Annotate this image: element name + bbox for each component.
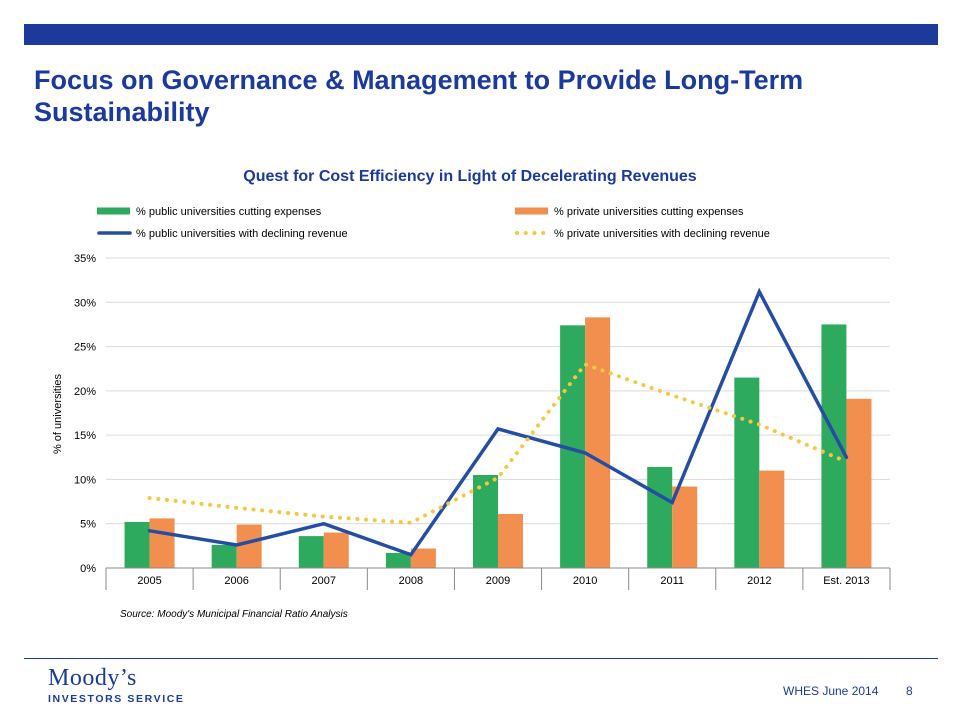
x-tick-label: 2007	[312, 575, 336, 587]
legend-label: % private universities cutting expenses	[554, 206, 744, 218]
y-tick-label: 30%	[74, 297, 96, 309]
bar	[149, 518, 175, 568]
bar	[323, 532, 349, 568]
logo-name: Moody’s	[48, 665, 137, 691]
y-axis-label: % of universities	[52, 373, 64, 454]
y-tick-label: 35%	[74, 253, 96, 265]
legend-label: % public universities with declining rev…	[136, 228, 348, 240]
x-tick-label: 2012	[747, 575, 771, 587]
bar	[734, 377, 760, 568]
bar	[410, 548, 436, 568]
y-tick-label: 5%	[80, 519, 96, 531]
y-tick-label: 20%	[74, 386, 96, 398]
y-tick-label: 10%	[74, 474, 96, 486]
logo-subtitle: INVESTORS SERVICE	[48, 693, 185, 705]
x-tick-label: 2006	[224, 575, 248, 587]
bar	[585, 317, 611, 568]
legend-swatch	[515, 207, 548, 215]
footer-divider	[24, 658, 938, 659]
y-tick-label: 25%	[74, 342, 96, 354]
bar	[385, 552, 411, 568]
y-tick-label: 0%	[80, 563, 96, 575]
page-number: 8	[906, 684, 913, 698]
bar	[298, 536, 324, 568]
legend-label: % private universities with declining re…	[554, 228, 770, 240]
footer-label: WHES June 2014	[783, 684, 879, 698]
source-note: Source: Moody's Municipal Financial Rati…	[120, 609, 348, 620]
bar	[647, 467, 673, 568]
bar	[498, 513, 523, 568]
x-axis: 2005 2006 2007 2008 2009 2010 2011 2012 Est. 201…	[105, 567, 891, 590]
bar	[236, 524, 262, 568]
bar	[821, 324, 847, 568]
series-line	[147, 287, 849, 557]
bar	[672, 486, 698, 568]
chart-lines	[147, 287, 849, 557]
x-tick-label: 2010	[573, 575, 597, 587]
chart-bars	[124, 317, 872, 568]
legend-swatch	[97, 207, 130, 215]
chart-legend: % public universities cutting expenses % …	[97, 206, 770, 240]
x-tick-label: 2005	[137, 575, 161, 587]
bar	[473, 475, 498, 568]
y-axis: 0% 5% 10% 15% 20% 25% 30% 35%	[74, 253, 96, 575]
bar	[759, 470, 785, 568]
legend-label: % public universities cutting expenses	[136, 206, 322, 218]
moodys-logo: Moody’s INVESTORS SERVICE	[48, 666, 185, 705]
chart-title: Quest for Cost Efficiency in Light of De…	[243, 168, 697, 185]
slide-title: Focus on Governance & Management to Prov…	[34, 65, 804, 127]
x-tick-label: Est. 2013	[823, 575, 869, 587]
x-tick-label: 2008	[399, 575, 423, 587]
x-tick-label: 2009	[486, 575, 510, 587]
header-bar	[24, 24, 938, 45]
y-tick-label: 15%	[74, 430, 96, 442]
bar	[846, 398, 872, 568]
bar	[211, 544, 237, 568]
bar	[124, 521, 150, 568]
x-tick-label: 2011	[660, 575, 684, 587]
